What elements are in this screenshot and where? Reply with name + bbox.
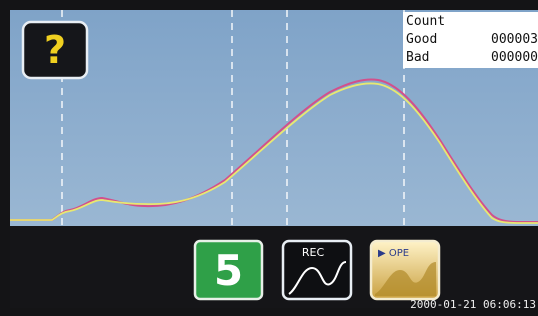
page: Count Good 000003 Bad 000000 ? 5 REC ▶ O…	[0, 0, 538, 316]
counter-title: Count	[406, 14, 445, 29]
toolbar	[10, 226, 538, 308]
counter-label: Good	[406, 32, 437, 47]
device-screen: Count Good 000003 Bad 000000 ? 5 REC ▶ O…	[0, 0, 538, 316]
count-button[interactable]: 5	[195, 241, 262, 299]
count-button-label[interactable]: 5	[214, 246, 243, 295]
rec-button-label[interactable]: REC	[302, 246, 325, 259]
help-button-label[interactable]: ?	[44, 28, 66, 72]
counter-value: 000000	[491, 50, 538, 65]
timestamp: 2000-01-21 06:06:13	[410, 298, 536, 311]
ope-button[interactable]: ▶ OPE	[371, 241, 439, 299]
help-button[interactable]: ?	[23, 22, 87, 78]
rec-button[interactable]: REC	[283, 241, 351, 299]
counter-panel: Count Good 000003 Bad 000000	[403, 12, 538, 68]
counter-value: 000003	[491, 32, 538, 47]
ope-button-label[interactable]: ▶ OPE	[378, 248, 409, 259]
counter-label: Bad	[406, 50, 429, 65]
